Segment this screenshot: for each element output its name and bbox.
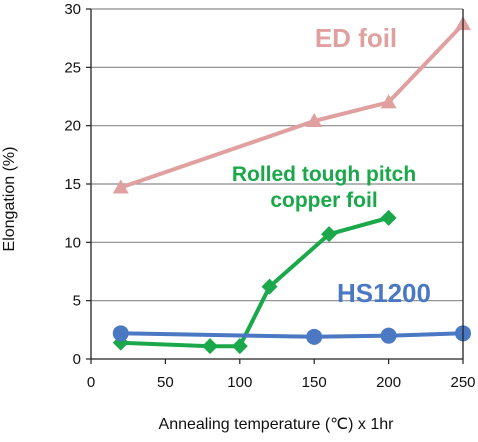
tick-labels: 0 5 10 15 20 25 30 0 50 100 150 200 250 (64, 1, 475, 391)
diamond-marker (202, 338, 219, 355)
series-line-1 (120, 215, 390, 349)
triangle-marker (112, 179, 129, 194)
ed-foil-label: ED foil (315, 23, 397, 53)
y-tick-label: 5 (73, 293, 81, 310)
triangle-marker (380, 94, 397, 109)
y-tick-label: 0 (73, 351, 81, 368)
series-line-2 (120, 331, 464, 339)
x-tick-label: 150 (302, 374, 327, 391)
x-axis-label: Annealing temperature (℃) x 1hr (159, 416, 395, 433)
series-line-0 (120, 22, 465, 190)
y-tick-label: 25 (64, 59, 81, 76)
x-tick-label: 100 (227, 374, 252, 391)
y-tick-label: 20 (64, 118, 81, 135)
rolled-foil-label-line: Rolled tough pitch (232, 163, 416, 186)
series-lines (120, 22, 465, 349)
series-labels: ED foil Rolled tough pitch copper foil HS12… (232, 23, 431, 308)
rolled-foil-label-line: copper foil (270, 189, 377, 212)
gridlines (91, 8, 463, 302)
y-tick-label: 15 (64, 176, 81, 193)
circle-marker (380, 327, 397, 344)
x-tick-label: 200 (376, 374, 401, 391)
y-tick-label: 10 (64, 234, 81, 251)
x-tick-label: 250 (450, 374, 475, 391)
data-markers (112, 16, 471, 355)
triangle-marker (306, 113, 323, 127)
axes (86, 8, 464, 364)
y-tick-label: 30 (64, 1, 81, 18)
circle-marker (306, 328, 323, 345)
diamond-marker (261, 278, 278, 295)
y-axis-label: Elongation (%) (1, 147, 18, 252)
diamond-marker (321, 226, 338, 243)
x-tick-label: 0 (87, 374, 95, 391)
diamond-marker (380, 209, 397, 226)
diamond-marker (231, 338, 248, 355)
x-tick-label: 50 (157, 374, 174, 391)
circle-marker (112, 325, 129, 342)
hs1200-label: HS1200 (337, 278, 431, 308)
